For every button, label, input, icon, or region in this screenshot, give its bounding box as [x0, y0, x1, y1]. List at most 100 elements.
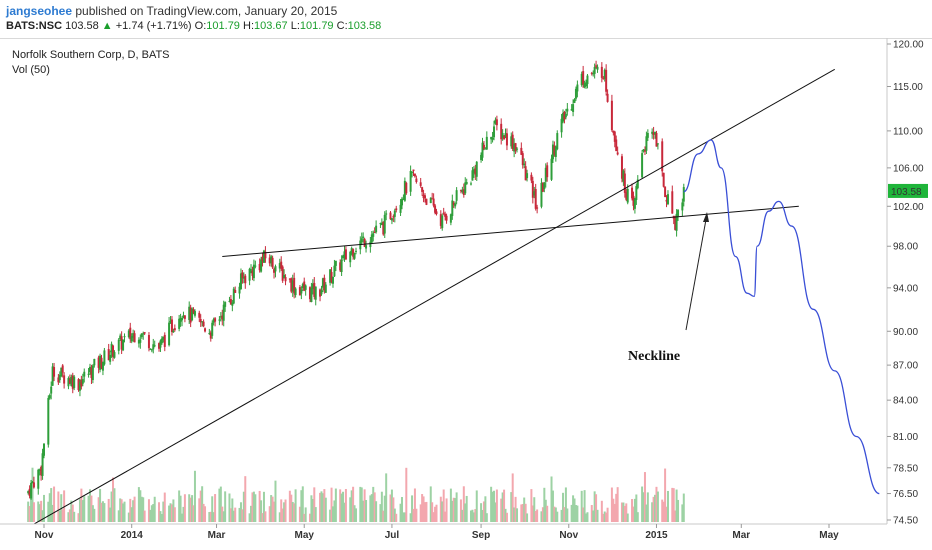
x-tick-label: 2015	[645, 530, 668, 541]
y-tick-label: 102.00	[893, 202, 924, 213]
chart-header: jangseohee published on TradingView.com,…	[0, 0, 932, 39]
rising-trendline[interactable]	[33, 68, 835, 525]
volume-bar	[389, 494, 392, 522]
candle-body	[153, 345, 156, 347]
volume-bar	[461, 509, 464, 522]
volume-bar	[482, 501, 485, 522]
candle-body	[590, 72, 593, 74]
volume-bar	[189, 497, 192, 522]
candle-body	[232, 288, 235, 304]
low-label: L:	[290, 20, 300, 32]
candle-body	[228, 300, 231, 302]
volume-bar	[78, 499, 81, 522]
candle-body	[129, 327, 132, 340]
volume-bar	[413, 488, 416, 522]
volume-bar	[343, 502, 346, 522]
x-tick-label: May	[819, 530, 839, 541]
volume-bar	[333, 500, 336, 522]
volume-bar	[580, 490, 583, 522]
projected-path[interactable]	[683, 139, 880, 495]
volume-bar	[158, 502, 161, 522]
author-name[interactable]: jangseohee	[6, 4, 73, 18]
candle-body	[314, 286, 317, 300]
candle-body	[60, 367, 63, 377]
candle-body	[301, 284, 304, 289]
volume-bar	[139, 490, 142, 522]
volume-bar	[123, 501, 126, 522]
volume-bar	[251, 492, 254, 522]
volume-bar	[503, 489, 506, 522]
volume-bar	[505, 512, 508, 522]
candle-body	[209, 332, 212, 339]
volume-bar	[622, 502, 625, 522]
candle-body	[159, 340, 162, 348]
candle-body	[80, 379, 83, 387]
volume-bar	[310, 495, 313, 522]
volume-bar	[360, 487, 363, 522]
candle-body	[576, 84, 579, 92]
candle-body	[431, 198, 434, 200]
y-axis[interactable]: 120.00 115.00 110.00 106.00 102.00 98.00 94.00…	[887, 40, 924, 527]
candle-body	[454, 203, 457, 207]
candle-body	[656, 143, 659, 145]
candle-body	[163, 334, 166, 347]
candle-body	[192, 309, 195, 313]
volume-bar	[77, 513, 80, 522]
volume-bar	[432, 512, 435, 522]
volume-bar	[209, 511, 212, 522]
x-axis[interactable]: Nov 2014 Mar May Jul Sep Nov 2015 Mar May	[35, 524, 840, 541]
candle-body	[582, 71, 585, 85]
candle-body	[261, 256, 264, 261]
volume-bar	[324, 497, 327, 522]
candle-body	[342, 255, 345, 259]
volume-bar	[514, 496, 517, 522]
volume-bar	[435, 504, 438, 522]
candle-body	[531, 180, 534, 198]
price-chart[interactable]: Norfolk Southern Corp, D, BATS Vol (50) …	[0, 38, 932, 550]
volume-bar	[633, 498, 636, 522]
volume-bar	[314, 507, 317, 522]
volume-bar	[434, 506, 437, 522]
volume-bar	[566, 508, 569, 522]
candle-body	[600, 66, 603, 78]
candle-body	[490, 137, 493, 140]
candle-body	[661, 141, 664, 172]
volume-bar	[208, 512, 211, 522]
candle-body	[574, 88, 577, 99]
symbol-label: BATS:NSC	[6, 20, 63, 32]
candle-body	[373, 232, 376, 234]
candle-body	[363, 238, 366, 247]
volume-bar	[672, 488, 675, 522]
candle-body	[132, 333, 135, 338]
candle-body	[626, 188, 629, 203]
candle-body	[546, 165, 549, 178]
candle-body	[130, 336, 133, 342]
candle-body	[311, 283, 314, 290]
candle-body	[48, 395, 51, 399]
candle-body	[57, 377, 60, 383]
volume-bar	[610, 487, 613, 522]
volume-bar	[252, 491, 255, 522]
candle-body	[536, 207, 539, 209]
volume-bar	[666, 490, 669, 522]
candle-body	[339, 262, 342, 271]
volume-bar	[110, 491, 113, 522]
volume-bar	[495, 489, 498, 522]
volume-bar	[67, 512, 70, 522]
candle-body	[425, 198, 428, 205]
candle-body	[444, 213, 447, 217]
volume-bar	[43, 494, 45, 522]
candle-body	[68, 379, 71, 384]
volume-bar	[474, 509, 477, 522]
candle-body	[77, 379, 80, 391]
candle-body	[90, 367, 93, 379]
candle-body	[523, 163, 526, 166]
volume-bar	[70, 500, 73, 522]
neckline[interactable]	[222, 205, 799, 257]
candle-body	[422, 194, 425, 199]
candle-body	[472, 169, 475, 174]
volume-bar	[363, 489, 366, 522]
volume-bar	[321, 493, 324, 522]
candle-body	[344, 249, 347, 260]
candle-body	[389, 212, 392, 220]
